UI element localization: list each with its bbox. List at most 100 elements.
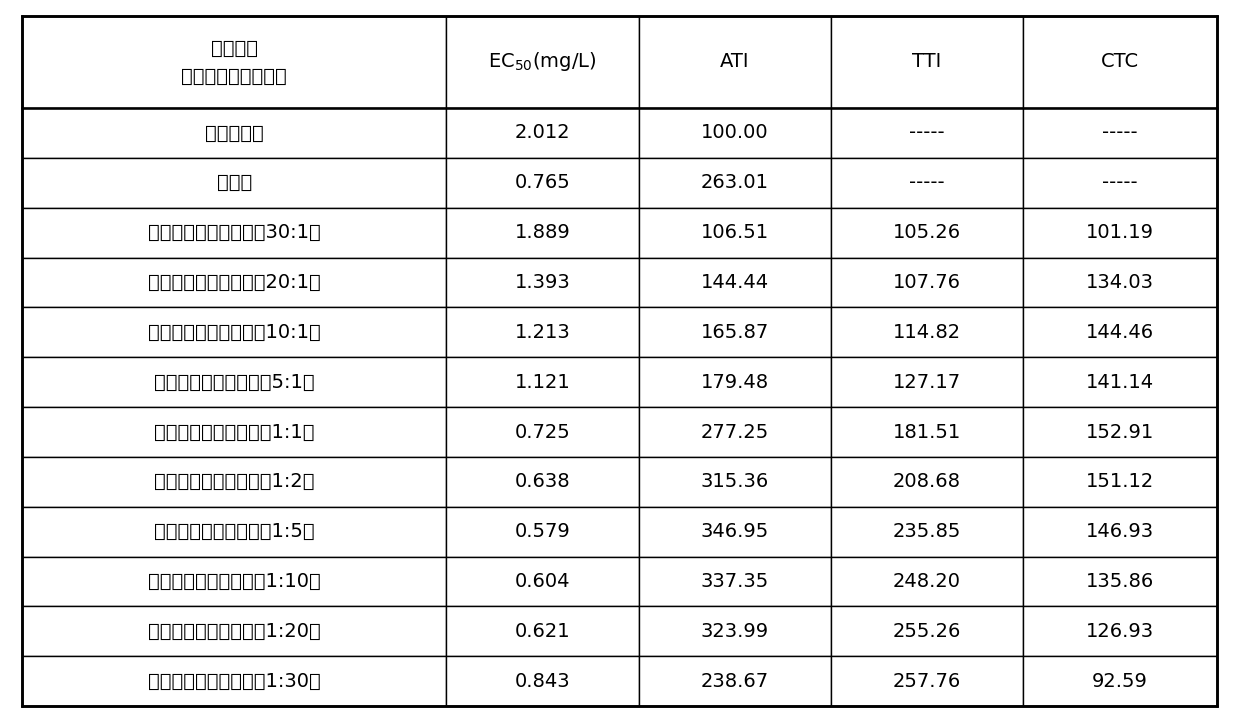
Bar: [22, 507, 446, 557]
Bar: [22, 407, 446, 457]
Bar: [831, 308, 1023, 357]
Text: -----: -----: [909, 123, 945, 142]
Bar: [1023, 557, 1217, 606]
Bar: [22, 108, 446, 158]
Bar: [446, 108, 638, 158]
Bar: [638, 16, 831, 108]
Text: 氯苯醚酰胺: 氯苯醚酰胺: [204, 123, 264, 142]
Text: 供试药剂
（有效成分重量比）: 供试药剂 （有效成分重量比）: [181, 38, 287, 85]
Bar: [1023, 457, 1217, 507]
Bar: [638, 606, 831, 656]
Bar: [1023, 656, 1217, 706]
Text: 2.012: 2.012: [514, 123, 570, 142]
Bar: [831, 208, 1023, 258]
Bar: [446, 457, 638, 507]
Bar: [446, 557, 638, 606]
Bar: [446, 158, 638, 208]
Text: 127.17: 127.17: [893, 373, 961, 391]
Bar: [638, 557, 831, 606]
Text: 氯苯醚酰胺：咪鲜胺（1:20）: 氯苯醚酰胺：咪鲜胺（1:20）: [147, 622, 321, 641]
Text: 179.48: 179.48: [701, 373, 769, 391]
Text: 105.26: 105.26: [893, 223, 961, 242]
Text: 0.725: 0.725: [514, 422, 570, 442]
Bar: [1023, 158, 1217, 208]
Text: 氯苯醚酰胺：咪鲜胺（5:1）: 氯苯醚酰胺：咪鲜胺（5:1）: [154, 373, 315, 391]
Text: 0.604: 0.604: [514, 572, 570, 591]
Bar: [446, 208, 638, 258]
Bar: [831, 158, 1023, 208]
Text: 323.99: 323.99: [701, 622, 769, 641]
Text: 346.95: 346.95: [700, 522, 769, 542]
Text: 氯苯醚酰胺：咪鲜胺（30:1）: 氯苯醚酰胺：咪鲜胺（30:1）: [147, 223, 321, 242]
Text: 144.44: 144.44: [701, 273, 769, 292]
Text: 263.01: 263.01: [701, 173, 768, 192]
Bar: [1023, 208, 1217, 258]
Text: 106.51: 106.51: [701, 223, 769, 242]
Bar: [831, 357, 1023, 407]
Bar: [831, 656, 1023, 706]
Text: 208.68: 208.68: [893, 472, 961, 492]
Bar: [638, 308, 831, 357]
Bar: [638, 108, 831, 158]
Text: 92.59: 92.59: [1092, 671, 1147, 691]
Bar: [22, 656, 446, 706]
Bar: [831, 606, 1023, 656]
Text: EC$_{50}$(mg/L): EC$_{50}$(mg/L): [488, 51, 597, 74]
Text: 100.00: 100.00: [701, 123, 768, 142]
Bar: [22, 308, 446, 357]
Bar: [446, 606, 638, 656]
Text: 氯苯醚酰胺：咪鲜胺（1:10）: 氯苯醚酰胺：咪鲜胺（1:10）: [147, 572, 321, 591]
Bar: [22, 606, 446, 656]
Text: -----: -----: [1103, 173, 1137, 192]
Bar: [1023, 258, 1217, 308]
Bar: [22, 457, 446, 507]
Bar: [446, 258, 638, 308]
Text: 151.12: 151.12: [1085, 472, 1154, 492]
Bar: [638, 158, 831, 208]
Text: 257.76: 257.76: [893, 671, 961, 691]
Text: 氯苯醚酰胺：咪鲜胺（1:2）: 氯苯醚酰胺：咪鲜胺（1:2）: [154, 472, 315, 492]
Text: 107.76: 107.76: [893, 273, 961, 292]
Bar: [638, 407, 831, 457]
Bar: [831, 258, 1023, 308]
Bar: [1023, 507, 1217, 557]
Text: TTI: TTI: [912, 53, 942, 71]
Bar: [22, 557, 446, 606]
Text: 0.621: 0.621: [514, 622, 570, 641]
Text: 165.87: 165.87: [700, 323, 769, 342]
Bar: [831, 16, 1023, 108]
Text: 氯苯醚酰胺：咪鲜胺（10:1）: 氯苯醚酰胺：咪鲜胺（10:1）: [147, 323, 321, 342]
Text: -----: -----: [909, 173, 945, 192]
Text: 1.393: 1.393: [514, 273, 570, 292]
Text: 氯苯醚酰胺：咪鲜胺（1:1）: 氯苯醚酰胺：咪鲜胺（1:1）: [154, 422, 315, 442]
Text: 0.843: 0.843: [514, 671, 570, 691]
Bar: [638, 656, 831, 706]
Text: 126.93: 126.93: [1085, 622, 1154, 641]
Text: 0.638: 0.638: [514, 472, 570, 492]
Bar: [446, 357, 638, 407]
Text: 315.36: 315.36: [700, 472, 769, 492]
Bar: [831, 557, 1023, 606]
Bar: [1023, 308, 1217, 357]
Text: 1.121: 1.121: [514, 373, 570, 391]
Text: 氯苯醚酰胺：咪鲜胺（20:1）: 氯苯醚酰胺：咪鲜胺（20:1）: [147, 273, 321, 292]
Text: -----: -----: [1103, 123, 1137, 142]
Text: ATI: ATI: [720, 53, 750, 71]
Bar: [22, 258, 446, 308]
Text: 134.03: 134.03: [1085, 273, 1154, 292]
Text: 337.35: 337.35: [700, 572, 769, 591]
Text: CTC: CTC: [1101, 53, 1139, 71]
Text: 255.26: 255.26: [893, 622, 961, 641]
Text: 114.82: 114.82: [893, 323, 961, 342]
Text: 氯苯醚酰胺：咪鲜胺（1:30）: 氯苯醚酰胺：咪鲜胺（1:30）: [147, 671, 321, 691]
Bar: [831, 507, 1023, 557]
Text: 1.889: 1.889: [514, 223, 570, 242]
Text: 1.213: 1.213: [514, 323, 570, 342]
Bar: [1023, 407, 1217, 457]
Bar: [22, 208, 446, 258]
Bar: [446, 507, 638, 557]
Text: 248.20: 248.20: [893, 572, 961, 591]
Text: 氯苯醚酰胺：咪鲜胺（1:5）: 氯苯醚酰胺：咪鲜胺（1:5）: [154, 522, 315, 542]
Text: 咪鲜胺: 咪鲜胺: [217, 173, 252, 192]
Text: 277.25: 277.25: [700, 422, 769, 442]
